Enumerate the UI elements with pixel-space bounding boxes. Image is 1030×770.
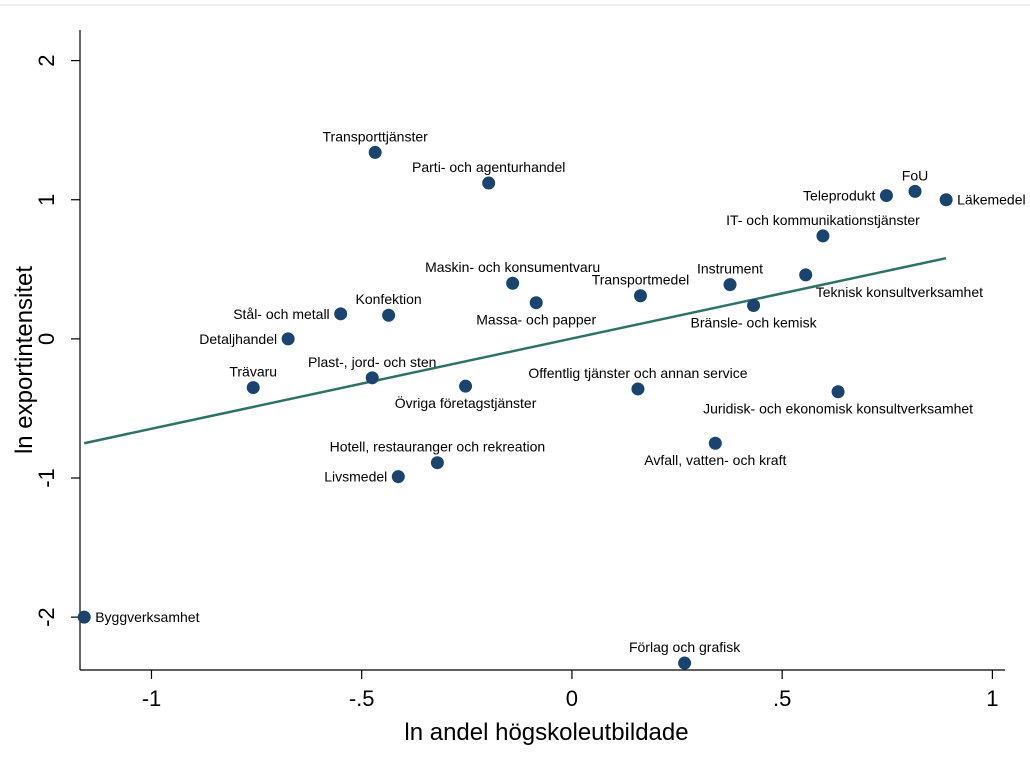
data-point [831, 385, 845, 399]
data-point [365, 371, 379, 385]
point-labels-layer: Transporttjänster Parti- och agenturhande… [95, 128, 1025, 655]
point-label: Byggverksamhet [95, 609, 199, 625]
point-label: Bränsle- och kemisk [691, 314, 818, 330]
point-label: Teknisk konsultverksamhet [816, 284, 983, 300]
axes: -1 -.5 0 .5 1 -2 -1 0 1 2 [34, 30, 1005, 711]
x-tick-label: -1 [142, 686, 162, 711]
data-point [723, 278, 737, 292]
y-axis-title: ln exportintensitet [11, 266, 38, 454]
data-point [77, 610, 91, 624]
points-layer [77, 145, 953, 670]
point-label: Konfektion [356, 291, 422, 307]
point-label: Detaljhandel [199, 331, 277, 347]
y-tick-label: -1 [34, 468, 59, 488]
data-point [529, 296, 543, 310]
point-label: Transportmedel [592, 272, 690, 288]
point-label: Juridisk- och ekonomisk konsultverksamhe… [703, 401, 973, 417]
point-label: Hotell, restauranger och rekreation [330, 439, 546, 455]
data-point [708, 436, 722, 450]
data-point [879, 189, 893, 203]
data-point [506, 276, 520, 290]
point-label: Trävaru [229, 364, 277, 380]
point-label: Offentlig tjänster och annan service [528, 365, 747, 381]
point-label: Övriga företagstjänster [395, 394, 537, 411]
fit-line [83, 256, 947, 445]
point-label: FoU [902, 167, 928, 183]
data-point [816, 229, 830, 243]
data-point [631, 382, 645, 396]
data-point [430, 456, 444, 470]
point-label: Transporttjänster [323, 128, 429, 144]
data-point [246, 381, 260, 395]
point-label: Maskin- och konsumentvaru [425, 259, 600, 275]
y-tick-label: 2 [34, 54, 59, 66]
data-point [799, 268, 813, 282]
x-axis-title: ln andel högskoleutbildade [404, 719, 688, 746]
data-point [459, 379, 473, 393]
data-point [939, 193, 953, 207]
data-point [391, 470, 405, 484]
point-label: Läkemedel [957, 192, 1026, 208]
data-point [281, 332, 295, 346]
point-label: Avfall, vatten- och kraft [644, 452, 786, 468]
y-tick-label: -2 [34, 607, 59, 627]
data-point [747, 298, 761, 312]
point-label: Stål- och metall [233, 306, 329, 322]
point-label: Instrument [697, 261, 763, 277]
y-tick-label: 0 [34, 333, 59, 345]
y-tick-label: 1 [34, 194, 59, 206]
data-point [908, 184, 922, 198]
point-label: Plast-, jord- och sten [308, 354, 436, 370]
point-label: Parti- och agenturhandel [412, 159, 565, 175]
data-point [633, 289, 647, 303]
x-tick-label: 0 [566, 686, 578, 711]
data-point [334, 307, 348, 321]
fit-line-layer [83, 256, 947, 445]
point-label: Teleprodukt [803, 188, 875, 204]
point-label: Livsmedel [324, 469, 387, 485]
data-point [482, 176, 496, 190]
x-tick-label: .5 [773, 686, 791, 711]
data-point [368, 145, 382, 159]
data-point [678, 656, 692, 670]
x-tick-label: 1 [986, 686, 998, 711]
x-tick-label: -.5 [349, 686, 375, 711]
point-label: Massa- och papper [476, 312, 596, 328]
point-label: Förlag och grafisk [629, 639, 741, 655]
data-point [382, 308, 396, 322]
point-label: IT- och kommunikationstjänster [726, 212, 920, 228]
